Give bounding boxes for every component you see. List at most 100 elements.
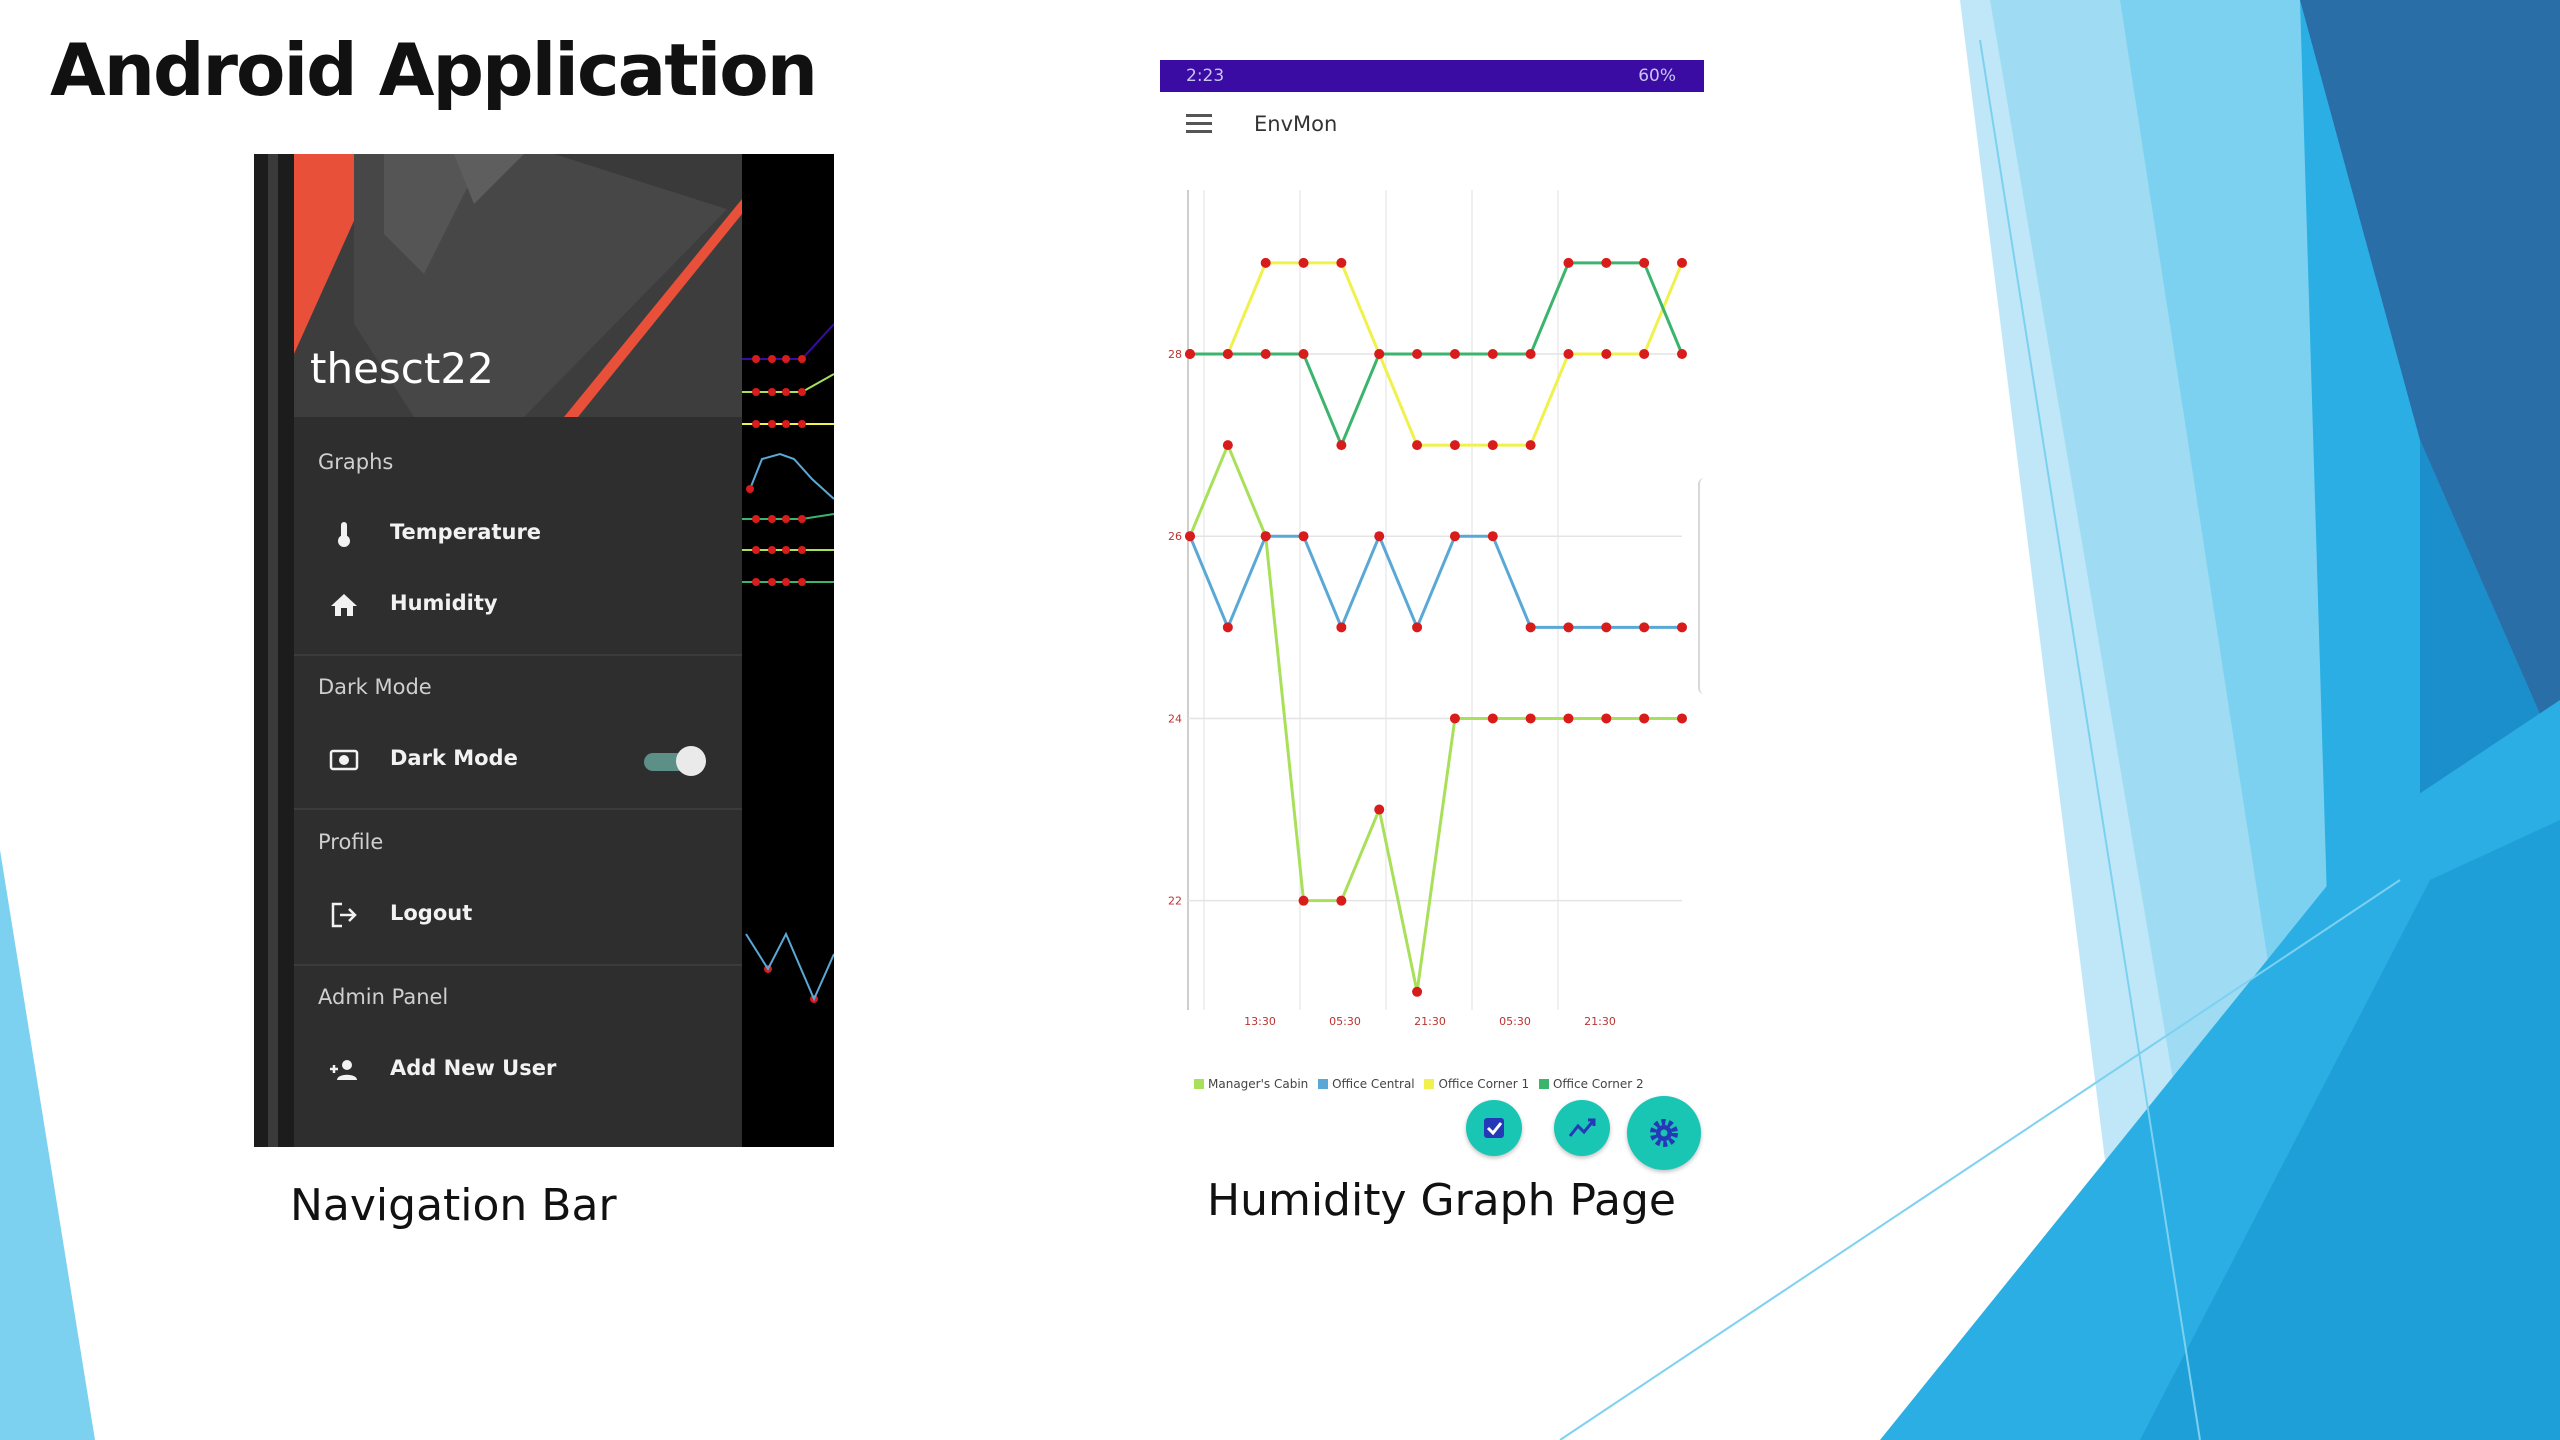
drawer-divider <box>294 654 742 656</box>
bg-shard-pale <box>1990 0 2280 1180</box>
add-user-icon <box>330 1060 357 1080</box>
edge-handle[interactable] <box>1698 478 1706 694</box>
drawer-username: thesct22 <box>310 344 494 393</box>
x-tick-label: 13:30 <box>1244 1015 1276 1028</box>
menu-item-temperature[interactable]: Temperature <box>294 498 742 568</box>
data-point <box>1563 349 1574 359</box>
data-point <box>1639 622 1650 633</box>
data-point <box>1449 531 1460 542</box>
menu-item-label: Add New User <box>390 1056 557 1080</box>
section-label-graphs: Graphs <box>318 450 394 474</box>
legend-item: Office Corner 2 <box>1538 1077 1644 1091</box>
caption-navigation-bar: Navigation Bar <box>290 1180 617 1231</box>
data-point <box>1487 440 1498 451</box>
menu-icon[interactable] <box>1186 114 1212 134</box>
trending-icon <box>1568 1118 1596 1137</box>
legend-swatch <box>1318 1079 1329 1089</box>
humidity-screenshot: 2:23 60% EnvMon 22 24 26 28 13:30 05:30 21:30 0… <box>1160 60 1704 1172</box>
data-point <box>1639 349 1650 359</box>
left-blue-shard <box>0 850 95 1440</box>
drawer-divider <box>294 964 742 966</box>
data-point <box>1222 440 1233 451</box>
bg-line <box>1559 879 2401 1440</box>
data-point <box>1601 257 1612 268</box>
background-chart-lines <box>742 323 834 1003</box>
bg-shard-bottom-dark <box>2140 820 2560 1440</box>
legend-label: Office Central <box>1332 1077 1415 1091</box>
series-line <box>1188 532 1682 632</box>
data-point <box>1260 257 1271 268</box>
check-icon <box>1484 1118 1504 1138</box>
status-bar: 2:23 60% <box>1160 60 1704 92</box>
bg-shard-dark <box>2300 0 2560 760</box>
data-point <box>1298 531 1309 542</box>
settings-fab-button[interactable] <box>1627 1096 1701 1170</box>
home-icon <box>331 594 357 616</box>
data-point <box>1677 622 1687 633</box>
legend-label: Manager's Cabin <box>1208 1077 1309 1091</box>
series-line <box>1190 261 1684 447</box>
drawer-header-art <box>294 154 742 417</box>
menu-item-dark-mode[interactable]: Dark Mode <box>294 724 742 794</box>
data-point <box>1374 349 1385 359</box>
data-point <box>1260 531 1271 542</box>
gear-icon <box>1650 1119 1678 1147</box>
menu-item-logout[interactable]: Logout <box>294 879 742 949</box>
y-tick-label: 22 <box>1168 895 1182 908</box>
legend-label: Office Corner 1 <box>1438 1077 1530 1091</box>
y-tick-label: 26 <box>1168 530 1182 543</box>
menu-item-label: Dark Mode <box>390 746 518 770</box>
app-title: EnvMon <box>1254 112 1338 136</box>
data-point <box>1525 713 1536 724</box>
drawer-header: thesct22 <box>294 154 742 417</box>
menu-item-label: Temperature <box>390 520 542 544</box>
data-point <box>1487 349 1498 359</box>
legend-swatch <box>1538 1079 1549 1089</box>
data-point <box>1298 257 1309 268</box>
data-point <box>1260 349 1271 359</box>
x-tick-label: 05:30 <box>1329 1015 1361 1028</box>
status-battery: 60% <box>1638 66 1676 86</box>
check-fab-button[interactable] <box>1466 1100 1522 1156</box>
menu-item-add-new-user[interactable]: Add New User <box>294 1034 742 1104</box>
humidity-chart[interactable]: 22 24 26 28 13:30 05:30 21:30 05:30 21:30 <box>1160 170 1704 1030</box>
data-point <box>1336 622 1347 633</box>
y-tick-label: 24 <box>1168 712 1182 725</box>
data-point <box>1298 895 1309 906</box>
data-point <box>1222 622 1233 633</box>
data-point <box>1677 349 1687 359</box>
logout-icon <box>331 902 357 928</box>
data-point <box>1487 713 1498 724</box>
dark-mode-toggle[interactable] <box>642 746 706 776</box>
thermometer-icon <box>338 522 350 547</box>
data-point <box>1639 257 1650 268</box>
navigation-drawer: thesct22 Graphs Temperature Humidity Dar… <box>294 154 742 1147</box>
menu-item-humidity[interactable]: Humidity <box>294 569 742 639</box>
x-tick-label: 21:30 <box>1414 1015 1446 1028</box>
legend-item: Office Corner 1 <box>1424 1077 1529 1091</box>
section-label-dark-mode: Dark Mode <box>318 675 432 699</box>
data-point <box>1449 349 1460 359</box>
data-point <box>1185 349 1195 359</box>
data-point <box>1336 440 1347 451</box>
data-point <box>1601 349 1612 359</box>
trending-fab-button[interactable] <box>1554 1100 1610 1156</box>
legend-item: Manager's Cabin <box>1194 1077 1308 1091</box>
data-point <box>1525 349 1536 359</box>
data-point <box>1525 440 1536 451</box>
data-point <box>1677 713 1687 724</box>
caption-humidity-graph-page: Humidity Graph Page <box>1207 1175 1676 1226</box>
data-point <box>1563 622 1574 633</box>
status-time: 2:23 <box>1186 66 1225 86</box>
legend-label: Office Corner 2 <box>1552 1077 1644 1091</box>
data-point <box>1412 986 1423 997</box>
slide-title: Android Application <box>50 28 818 112</box>
data-point <box>1374 531 1385 542</box>
data-point <box>1639 713 1650 724</box>
drawer-divider <box>294 808 742 810</box>
navigation-screenshot: thesct22 Graphs Temperature Humidity Dar… <box>254 154 834 1147</box>
section-label-admin-panel: Admin Panel <box>318 985 449 1009</box>
app-bar: EnvMon <box>1160 92 1704 154</box>
x-tick-label: 21:30 <box>1584 1015 1616 1028</box>
data-point <box>1298 349 1309 359</box>
